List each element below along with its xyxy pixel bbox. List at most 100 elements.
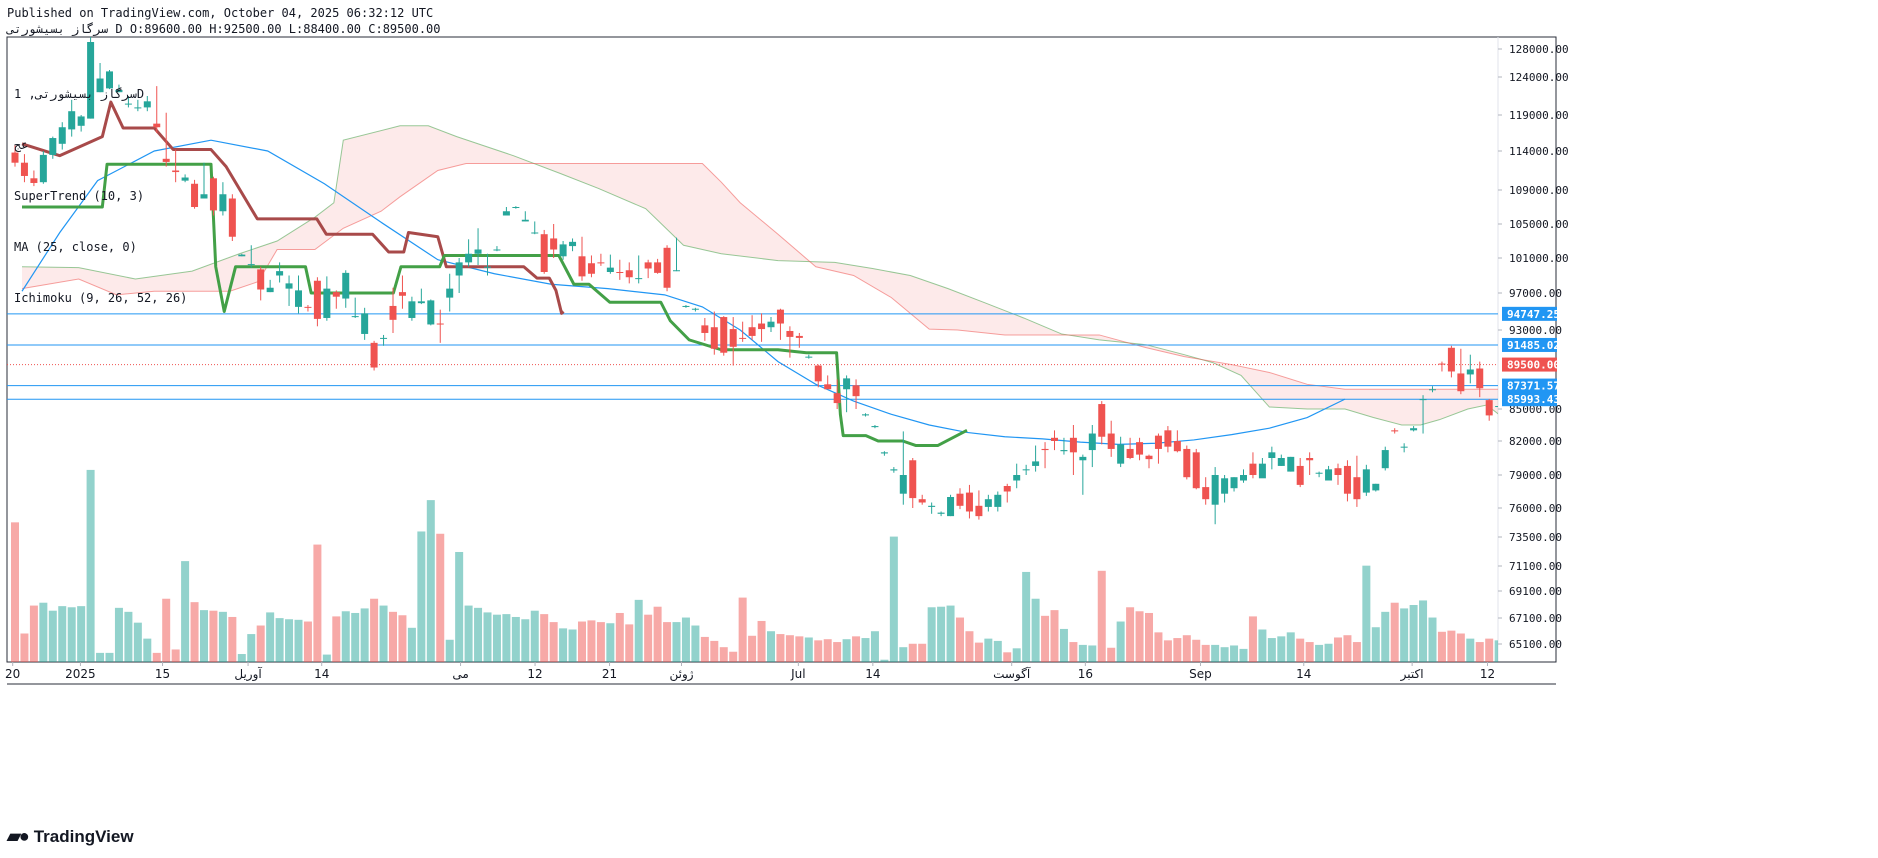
candle-body — [814, 365, 822, 382]
volume-bar — [937, 606, 946, 662]
candle-body — [1051, 437, 1058, 441]
volume-bar — [540, 614, 549, 662]
candle-body — [928, 505, 936, 507]
candle-body — [691, 308, 699, 310]
candle-body — [937, 512, 945, 514]
volume-bar — [1258, 629, 1267, 662]
price-axis-label: 119000.00 — [1509, 109, 1569, 122]
candle-body — [1003, 486, 1011, 492]
candle-body — [1173, 441, 1181, 452]
last-price-tag: 89500.00 — [1507, 359, 1560, 372]
candle-body — [521, 219, 529, 222]
candle-body — [408, 301, 416, 318]
supertrend-up-line — [22, 162, 968, 448]
candle-body — [276, 271, 284, 276]
candle-body — [1315, 472, 1323, 474]
volume-bar — [228, 616, 237, 662]
volume-bar — [700, 636, 709, 662]
candle-body — [87, 42, 95, 119]
candle-body — [1126, 448, 1134, 458]
price-level-tag-bg — [1502, 378, 1557, 393]
volume-bar — [606, 623, 615, 662]
published-text: Published on TradingView.com, October 04… — [7, 6, 434, 20]
volume-bar — [1192, 639, 1201, 662]
volume-bar — [1475, 642, 1484, 662]
candle-body — [370, 342, 378, 368]
candle-body — [663, 247, 671, 288]
volume-bar — [974, 642, 983, 662]
candle-body — [540, 234, 548, 272]
volume-bar — [1154, 632, 1163, 662]
candle-body — [1400, 446, 1408, 448]
candle-body — [635, 278, 643, 280]
price-axis-label: 76000.00 — [1509, 502, 1562, 515]
candle-body — [1495, 406, 1498, 408]
volume-bar — [852, 636, 861, 662]
candle-body — [1022, 469, 1030, 471]
volume-bar — [58, 606, 67, 662]
tradingview-logo[interactable]: ▰● TradingView — [7, 826, 134, 847]
volume-bar — [1173, 638, 1182, 662]
volume-bar — [77, 606, 86, 662]
price-axis-label: 101000.00 — [1509, 252, 1569, 265]
volume-bar — [152, 652, 161, 662]
candle-body — [1221, 478, 1229, 494]
volume-bar — [1381, 611, 1390, 662]
candle-body — [1447, 347, 1455, 372]
price-level-tag: 94747.25 — [1507, 308, 1560, 321]
volume-bar — [266, 612, 275, 662]
volume-bar — [1078, 644, 1087, 662]
volume-bar — [492, 614, 501, 662]
time-axis-label: 14 — [865, 667, 880, 681]
legend-supertrend[interactable]: SuperTrend (10, 3) — [14, 189, 145, 203]
candle-body — [1136, 442, 1144, 455]
volume-bar — [776, 634, 785, 662]
legend-ma[interactable]: MA (25, close, 0) — [14, 240, 137, 254]
volume-bar — [596, 622, 605, 662]
volume-bar — [1022, 571, 1031, 662]
price-level-tag: 85993.43 — [1507, 393, 1560, 406]
candle-body — [427, 300, 435, 325]
volume-bar — [275, 618, 284, 662]
candle-body — [1552, 426, 1559, 427]
candle-body — [758, 323, 766, 330]
candle-body — [191, 183, 199, 207]
candle-body — [228, 198, 236, 237]
candle-body — [1069, 437, 1077, 453]
volume-bar — [748, 635, 757, 662]
volume-bar — [1400, 608, 1409, 662]
volume-bar — [625, 624, 634, 662]
volume-bar — [86, 469, 95, 662]
legend-symbol[interactable]: سرگاز بسیشورتی, 1D — [14, 87, 145, 101]
candle-body — [956, 493, 964, 506]
candle-body — [1268, 452, 1276, 458]
candle-body — [30, 178, 38, 183]
candle-body — [1571, 415, 1578, 416]
volume-bar — [398, 615, 407, 662]
candle-body — [947, 497, 955, 517]
price-axis-label: 114000.00 — [1509, 145, 1569, 158]
volume-bar — [285, 619, 294, 662]
legend-ichimoku[interactable]: Ichimoku (9, 26, 52, 26) — [14, 291, 188, 305]
candle-body — [720, 317, 728, 353]
volume-bar — [474, 607, 483, 662]
ohlc-readout: سرگاز بسیشورتی D O:89600.00 H:92500.00 L… — [7, 22, 441, 36]
candle-body — [795, 335, 803, 338]
candle-body — [616, 272, 624, 273]
volume-bar — [1599, 636, 1607, 662]
price-axis-label: 73500.00 — [1509, 531, 1562, 544]
time-axis-label: 14 — [314, 667, 329, 681]
candle-body — [890, 469, 898, 471]
candle-body — [1334, 468, 1342, 475]
volume-bar — [965, 631, 974, 662]
price-axis-label: 71100.00 — [1509, 560, 1562, 573]
candle-body — [843, 378, 851, 390]
time-axis-label: آگوست — [993, 666, 1031, 682]
candle-body — [975, 505, 983, 517]
candle-body — [247, 264, 255, 266]
volume-bar — [615, 612, 624, 662]
candle-body — [58, 127, 66, 144]
price-axis-label: 93000.00 — [1509, 324, 1562, 337]
volume-bar — [341, 611, 350, 662]
